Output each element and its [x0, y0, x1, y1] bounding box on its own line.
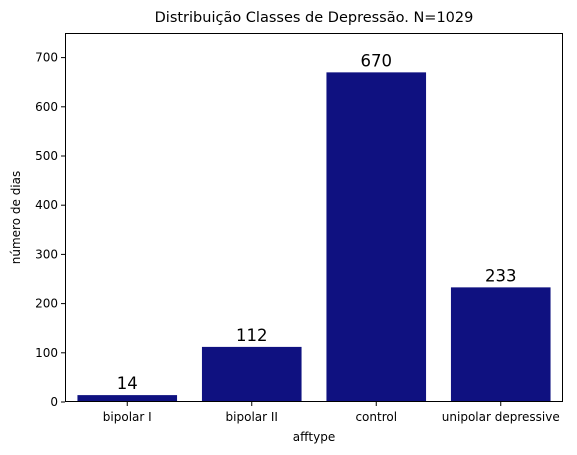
- x-tick-label: control: [355, 410, 397, 424]
- bar-value-label: 112: [236, 326, 268, 345]
- y-tick-label: 300: [35, 247, 58, 261]
- data-labels-group: 14 112 670 233: [117, 51, 517, 393]
- x-axis: bipolar I bipolar II control unipolar depre…: [103, 402, 560, 424]
- y-tick-label: 0: [50, 395, 58, 409]
- x-tick-label: bipolar II: [226, 410, 278, 424]
- x-axis-label: afftype: [293, 430, 335, 444]
- bar-bipolar-i: [77, 395, 178, 402]
- bar-value-label: 233: [485, 266, 517, 285]
- x-tick-label: unipolar depressive: [442, 410, 560, 424]
- y-tick-label: 700: [35, 51, 58, 65]
- bar-control: [326, 72, 427, 403]
- y-tick-label: 200: [35, 297, 58, 311]
- x-tick-label: bipolar I: [103, 410, 152, 424]
- y-tick-label: 500: [35, 149, 58, 163]
- y-axis-label: número de dias: [9, 171, 23, 264]
- chart-title: Distribuição Classes de Depressão. N=102…: [155, 10, 474, 26]
- bar-bipolar-ii: [201, 346, 302, 402]
- bar-value-label: 14: [117, 374, 138, 393]
- y-axis: 0 100 200 300 400 500 600 700: [35, 51, 65, 409]
- y-tick-label: 100: [35, 346, 58, 360]
- plot-frame: [65, 33, 563, 402]
- bar-unipolar-depressive: [450, 287, 551, 402]
- bar-value-label: 670: [361, 51, 393, 70]
- y-tick-label: 400: [35, 198, 58, 212]
- bars-group: [77, 72, 551, 403]
- y-tick-label: 600: [35, 100, 58, 114]
